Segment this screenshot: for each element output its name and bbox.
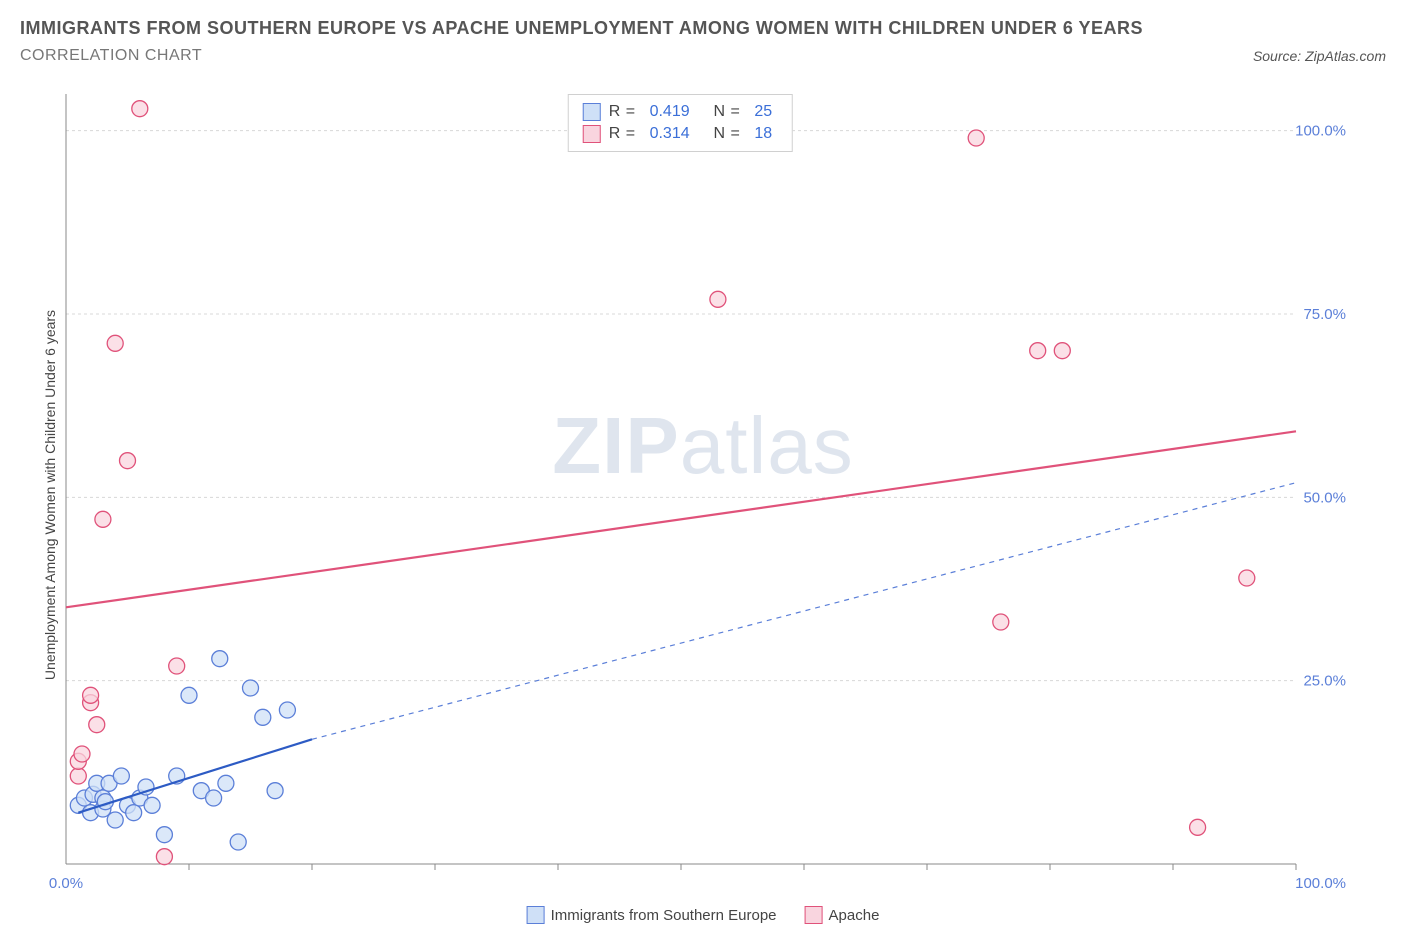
legend-n-label: N = bbox=[704, 123, 741, 145]
legend-r-label: R = bbox=[609, 123, 636, 145]
legend-row: R = 0.419 N = 25 bbox=[583, 101, 778, 123]
svg-text:50.0%: 50.0% bbox=[1303, 489, 1346, 506]
series-legend-item: Immigrants from Southern Europe bbox=[527, 906, 777, 924]
series-legend-item: Apache bbox=[805, 906, 880, 924]
legend-r-value: 0.314 bbox=[650, 123, 690, 145]
legend-n-value: 25 bbox=[754, 101, 772, 123]
svg-text:0.0%: 0.0% bbox=[49, 875, 83, 892]
svg-text:100.0%: 100.0% bbox=[1295, 123, 1346, 140]
svg-text:75.0%: 75.0% bbox=[1303, 306, 1346, 323]
series-legend-label: Apache bbox=[829, 907, 880, 924]
legend-swatch bbox=[805, 906, 823, 924]
series-legend-label: Immigrants from Southern Europe bbox=[551, 907, 777, 924]
legend-r-value: 0.419 bbox=[650, 101, 690, 123]
legend-swatch bbox=[583, 103, 601, 121]
series-legend: Immigrants from Southern Europe Apache bbox=[527, 906, 880, 924]
legend-row: R = 0.314 N = 18 bbox=[583, 123, 778, 145]
legend-r-label: R = bbox=[609, 101, 636, 123]
y-axis-label: Unemployment Among Women with Children U… bbox=[42, 310, 58, 680]
scatter-chart: 25.0% 50.0% 75.0% 100.0% 0.0% 100.0% bbox=[20, 90, 1386, 900]
correlation-legend: R = 0.419 N = 25 R = 0.314 N = 18 bbox=[568, 94, 793, 152]
chart-title: IMMIGRANTS FROM SOUTHERN EUROPE VS APACH… bbox=[0, 0, 1406, 47]
chart-area: Unemployment Among Women with Children U… bbox=[20, 90, 1386, 900]
svg-text:100.0%: 100.0% bbox=[1295, 875, 1346, 892]
source-label: Source: ZipAtlas.com bbox=[1253, 48, 1386, 64]
svg-text:25.0%: 25.0% bbox=[1303, 673, 1346, 690]
legend-n-value: 18 bbox=[754, 123, 772, 145]
legend-n-label: N = bbox=[704, 101, 741, 123]
legend-swatch bbox=[583, 125, 601, 143]
subtitle-row: CORRELATION CHART Source: ZipAtlas.com bbox=[0, 47, 1406, 79]
chart-subtitle: CORRELATION CHART bbox=[20, 47, 202, 65]
legend-swatch bbox=[527, 906, 545, 924]
